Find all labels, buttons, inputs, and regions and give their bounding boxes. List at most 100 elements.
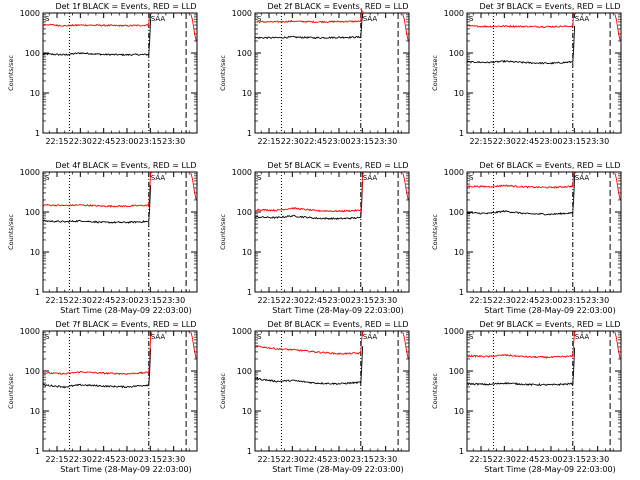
- x-tick-label: 23:30: [162, 455, 185, 464]
- y-axis-label: Counts/sec: [219, 55, 227, 91]
- y-axis-label: Counts/sec: [219, 214, 227, 250]
- x-tick-label: 22:15: [469, 137, 492, 146]
- x-tick-label: 22:30: [281, 296, 304, 305]
- x-tick-label: 23:15: [139, 296, 162, 305]
- y-tick-label: 10: [242, 248, 252, 257]
- x-tick-label: 23:00: [327, 455, 350, 464]
- x-tick-label: 23:30: [162, 296, 185, 305]
- x-axis-label: Start Time (28-May-09 22:03:00): [484, 465, 615, 474]
- chart-title: Det 1f BLACK = Events, RED = LLD: [55, 2, 196, 11]
- chart-title: Det 9f BLACK = Events, RED = LLD: [479, 320, 620, 329]
- plot-frame: [466, 171, 622, 293]
- plot-frame: [42, 330, 198, 452]
- y-tick-label: 10: [454, 89, 464, 98]
- chart-panel-1: Det 1f BLACK = Events, RED = LLD Counts/s…: [7, 2, 198, 146]
- chart-title: Det 2f BLACK = Events, RED = LLD: [267, 2, 408, 11]
- series-line-lld-exit: [402, 13, 409, 42]
- x-tick-label: 22:45: [304, 455, 327, 464]
- series-line-lld-exit: [614, 13, 621, 42]
- plot-frame: [254, 12, 410, 134]
- marker-label-saa: SAA: [575, 15, 590, 23]
- series-line-lld: [254, 172, 365, 213]
- series-line-events: [254, 181, 364, 221]
- y-tick-label: 1: [459, 129, 464, 138]
- x-tick-label: 23:30: [162, 137, 185, 146]
- x-tick-label: 23:30: [374, 455, 397, 464]
- chart-title: Det 7f BLACK = Events, RED = LLD: [55, 320, 196, 329]
- y-tick-label: 1000: [20, 327, 40, 336]
- y-tick-label: 1000: [20, 168, 40, 177]
- marker-label-saa: SAA: [363, 333, 378, 341]
- plot-frame: [254, 330, 410, 452]
- x-tick-label: 22:45: [516, 137, 539, 146]
- series-line-lld: [466, 171, 577, 189]
- y-tick-label: 10: [454, 248, 464, 257]
- y-tick-label: 100: [237, 367, 252, 376]
- y-tick-label: 100: [449, 208, 464, 217]
- x-tick-label: 22:45: [92, 455, 115, 464]
- marker-label-saa: SAA: [575, 333, 590, 341]
- plot-frame: [466, 330, 622, 452]
- x-tick-label: 23:30: [586, 137, 609, 146]
- x-axis-label: Start Time (28-May-09 22:03:00): [272, 465, 403, 474]
- x-tick-label: 23:00: [115, 455, 138, 464]
- chart-title: Det 8f BLACK = Events, RED = LLD: [267, 320, 408, 329]
- x-tick-label: 23:00: [539, 137, 562, 146]
- x-tick-label: 23:15: [139, 137, 162, 146]
- series-line-lld-exit: [402, 331, 409, 360]
- y-axis-label: Counts/sec: [7, 214, 15, 250]
- plot-frame: [466, 12, 622, 134]
- y-tick-label: 1000: [20, 9, 40, 18]
- series-line-events: [42, 18, 152, 57]
- y-axis-label: Counts/sec: [431, 214, 439, 250]
- marker-label-s-left: S: [45, 174, 50, 182]
- y-tick-label: 100: [25, 367, 40, 376]
- x-tick-label: 23:15: [351, 137, 374, 146]
- y-tick-label: 10: [30, 89, 40, 98]
- series-line-events: [42, 185, 152, 224]
- series-line-lld: [254, 330, 365, 356]
- marker-label-s-left: S: [469, 333, 474, 341]
- marker-label-s-left: S: [257, 174, 262, 182]
- x-axis-label: Start Time (28-May-09 22:03:00): [272, 306, 403, 315]
- x-tick-label: 22:30: [493, 137, 516, 146]
- series-line-events: [466, 347, 576, 387]
- x-tick-label: 22:15: [469, 296, 492, 305]
- x-tick-label: 22:30: [69, 455, 92, 464]
- marker-label-s-left: S: [257, 333, 262, 341]
- chart-title: Det 5f BLACK = Events, RED = LLD: [267, 161, 408, 170]
- x-tick-label: 22:15: [257, 455, 280, 464]
- y-tick-label: 10: [242, 407, 252, 416]
- x-tick-label: 23:30: [586, 296, 609, 305]
- series-line-lld: [42, 331, 153, 376]
- x-axis-label: Start Time (28-May-09 22:03:00): [484, 306, 615, 315]
- x-tick-label: 22:15: [469, 455, 492, 464]
- x-tick-label: 23:00: [115, 137, 138, 146]
- y-tick-label: 1: [247, 288, 252, 297]
- x-tick-label: 22:15: [257, 137, 280, 146]
- series-line-lld: [466, 12, 577, 28]
- marker-label-saa: SAA: [363, 15, 378, 23]
- x-axis-label: Start Time (28-May-09 22:03:00): [60, 306, 191, 315]
- y-tick-label: 1: [247, 447, 252, 456]
- series-line-events: [466, 176, 576, 216]
- series-line-events: [42, 348, 152, 389]
- x-tick-label: 22:15: [45, 137, 68, 146]
- y-tick-label: 1: [247, 129, 252, 138]
- y-tick-label: 1: [459, 288, 464, 297]
- x-tick-label: 23:30: [374, 296, 397, 305]
- x-tick-label: 23:15: [563, 296, 586, 305]
- y-tick-label: 1000: [232, 168, 252, 177]
- x-tick-label: 22:30: [281, 455, 304, 464]
- chart-panel-2: Det 2f BLACK = Events, RED = LLD Counts/s…: [219, 2, 410, 146]
- y-tick-label: 100: [449, 367, 464, 376]
- x-tick-label: 22:30: [69, 137, 92, 146]
- marker-label-s-left: S: [45, 15, 50, 23]
- marker-label-s-left: S: [45, 333, 50, 341]
- x-tick-label: 22:45: [92, 137, 115, 146]
- x-tick-label: 23:15: [563, 137, 586, 146]
- chart-title: Det 6f BLACK = Events, RED = LLD: [479, 161, 620, 170]
- series-line-events: [254, 13, 364, 40]
- y-tick-label: 100: [449, 49, 464, 58]
